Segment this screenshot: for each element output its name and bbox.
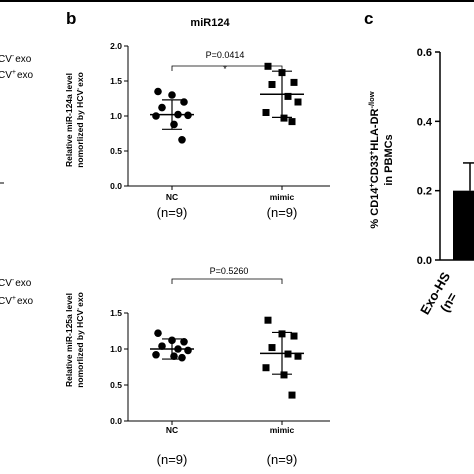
chart1-n-nc: (n=9) xyxy=(157,205,188,220)
chart1-title: miR124 xyxy=(190,17,230,29)
chart2-xlabel-nc: NC xyxy=(166,425,178,435)
chart1-ytick-label: 1.5 xyxy=(110,76,122,86)
chart1-p-value: P=0.0414 xyxy=(206,50,245,60)
chart2-ylabel: Relative miR-125a level nomorlized by HC… xyxy=(64,292,85,388)
chart1-point-NC xyxy=(178,136,186,144)
chart2-ytick-label: 1.0 xyxy=(110,344,122,354)
chart2-point-NC xyxy=(158,342,166,350)
chart1-point-NC xyxy=(168,91,176,99)
chart2-ytick-label: 0.0 xyxy=(110,416,122,426)
chart2-point-NC xyxy=(154,329,162,337)
panel-b-letter: b xyxy=(66,9,76,28)
svg-text:nomorlized by HCV-exo: nomorlized by HCV-exo xyxy=(75,292,85,388)
chart2-plot: 0.0 0.5 1.0 1.5 xyxy=(110,278,330,426)
panel-c-letter: c xyxy=(364,9,373,28)
left-fragment-bottom-2: CV+exo xyxy=(0,295,34,307)
svg-text:in PBMCs: in PBMCs xyxy=(383,134,395,185)
chart2-n-mimic: (n=9) xyxy=(267,452,298,467)
chart2-point-NC xyxy=(178,353,186,362)
chart2-point-NC xyxy=(184,346,192,355)
chart1-point-mimic xyxy=(280,114,288,122)
chart1-point-mimic xyxy=(290,78,298,86)
chart1-point-NC xyxy=(170,120,178,129)
chart1-ytick-label: 0.5 xyxy=(110,146,122,156)
svg-text:Relative miR-124a level: Relative miR-124a level xyxy=(64,73,74,167)
chart1-xlabel-mimic: mimic xyxy=(270,192,295,202)
chart2-point-mimic xyxy=(262,364,270,372)
chart2-point-mimic xyxy=(290,332,298,340)
chart1-point-mimic xyxy=(268,81,276,88)
chart1-ytick-label: 0.0 xyxy=(110,181,122,191)
chart1-sig-bracket xyxy=(171,65,283,71)
chart1-ytick-label: 2.0 xyxy=(110,41,122,51)
chart3-ytick-label: 0.4 xyxy=(417,116,433,128)
left-fragment-top-1: CV-exo xyxy=(0,53,32,65)
chart1-point-mimic xyxy=(294,98,302,106)
chart3-ytick-label: 0.0 xyxy=(417,255,432,267)
chart1-plot: 0.0 0.5 1.0 1.5 2.0 xyxy=(110,41,330,191)
chart1-point-NC xyxy=(158,103,166,112)
chart2-p-value: P=0.5260 xyxy=(210,266,249,276)
chart3-ytick-label: 0.2 xyxy=(417,186,432,198)
chart1-sig-mark: * xyxy=(223,64,227,74)
chart1-n-mimic: (n=9) xyxy=(267,205,298,220)
chart1-xlabel-nc: NC xyxy=(166,192,178,202)
chart3-ytick-label: 0.6 xyxy=(417,47,432,59)
svg-text:nomorlized by HCV-exo: nomorlized by HCV-exo xyxy=(75,72,85,168)
chart2-point-NC xyxy=(152,350,160,359)
chart1-point-NC xyxy=(180,98,188,106)
chart3-category-fragment: Exo-HS (n= xyxy=(417,269,460,317)
chart1-point-NC xyxy=(154,87,162,96)
chart2-sig-bracket xyxy=(171,278,283,284)
chart3-plot: 0.0 0.2 0.4 0.6 xyxy=(417,47,474,267)
chart1-ytick-label: 1.0 xyxy=(110,111,122,121)
svg-text:% CD14+CD33+HLA-DR-/low: % CD14+CD33+HLA-DR-/low xyxy=(367,91,381,228)
chart1-point-mimic xyxy=(288,118,296,126)
chart2-point-mimic xyxy=(294,352,302,360)
chart2-point-NC xyxy=(180,338,188,346)
chart2-ytick-label: 0.5 xyxy=(110,380,122,390)
chart2-xlabel-mimic: mimic xyxy=(270,425,295,435)
chart2-point-mimic xyxy=(288,391,296,399)
chart2-n-nc: (n=9) xyxy=(157,452,188,467)
left-fragment-top-2: CV+exo xyxy=(0,69,34,81)
chart3-ylabel: % CD14+CD33+HLA-DR-/low in PBMCs xyxy=(367,91,395,228)
chart2-point-mimic xyxy=(268,344,276,352)
left-fragment-bottom-1: CV-exo xyxy=(0,277,32,289)
chart1-point-mimic xyxy=(262,109,270,116)
chart1-ylabel: Relative miR-124a level nomorlized by HC… xyxy=(64,72,85,168)
chart2-ytick-label: 1.5 xyxy=(110,308,122,318)
chart1-point-mimic xyxy=(284,92,292,100)
chart1-point-NC xyxy=(152,112,160,120)
chart2-point-mimic xyxy=(280,371,288,379)
chart2-point-mimic xyxy=(264,316,272,324)
svg-text:Relative miR-125a level: Relative miR-125a level xyxy=(64,293,74,387)
chart3-bar xyxy=(453,190,474,260)
